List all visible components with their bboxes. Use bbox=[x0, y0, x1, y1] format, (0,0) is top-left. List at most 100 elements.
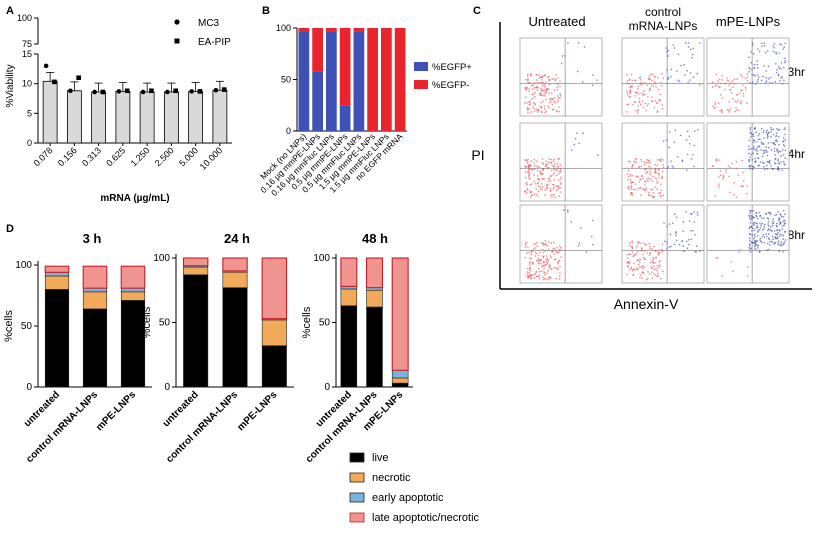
c-dot-red bbox=[551, 164, 553, 167]
c-dot-red bbox=[744, 86, 747, 89]
c-dot-red bbox=[548, 162, 550, 164]
c-dot-red bbox=[636, 259, 638, 262]
c-dot-blue bbox=[775, 63, 777, 65]
c-dot-red bbox=[524, 87, 526, 89]
c-dot-red bbox=[636, 175, 638, 177]
a-point-mc3 bbox=[165, 89, 170, 95]
c-dot-blue bbox=[682, 221, 685, 223]
a-point-ea-pip bbox=[197, 89, 203, 94]
c-dot-red bbox=[554, 102, 556, 104]
c-dot-red bbox=[551, 92, 553, 94]
c-dot-red bbox=[529, 167, 531, 169]
c-dot-blue bbox=[757, 157, 759, 159]
c-dot-blue bbox=[782, 160, 785, 163]
c-dot-red bbox=[741, 84, 744, 86]
c-dot-red bbox=[527, 81, 529, 83]
c-dot-blue bbox=[771, 224, 774, 227]
a-point-ea-pip bbox=[52, 79, 57, 85]
c-dot-blue bbox=[778, 163, 781, 165]
c-dot-blue bbox=[759, 138, 761, 140]
c-dot-blue bbox=[773, 42, 776, 45]
c-dot-red bbox=[552, 174, 554, 176]
c-dot-red bbox=[545, 278, 548, 280]
c-dot-red bbox=[646, 278, 649, 280]
c-dot-red bbox=[536, 111, 539, 113]
c-dot-red bbox=[634, 79, 637, 81]
c-dot-red bbox=[530, 84, 533, 87]
c-dot-red bbox=[652, 175, 654, 178]
c-dot-blue bbox=[676, 70, 678, 72]
c-dot-red bbox=[626, 273, 628, 276]
c-dot-blue bbox=[750, 153, 752, 156]
c-dot-red bbox=[628, 96, 631, 99]
c-dot-blue bbox=[777, 162, 780, 164]
c-dot-red bbox=[746, 185, 748, 187]
d-bar-segment-late-apoptotic-necrotic bbox=[82, 265, 108, 289]
c-dot-red bbox=[537, 182, 539, 185]
c-dot-red bbox=[641, 160, 643, 163]
c-dot-red bbox=[643, 82, 645, 85]
c-dot-red bbox=[536, 165, 538, 167]
c-dot-blue bbox=[759, 237, 762, 240]
c-dot-red bbox=[558, 158, 560, 160]
c-dot-red bbox=[524, 191, 527, 193]
c-dot-blue bbox=[762, 149, 765, 152]
c-dot-red bbox=[648, 177, 650, 179]
c-dot-red bbox=[741, 89, 743, 91]
c-dot-red bbox=[548, 276, 551, 279]
d-bar-segment-necrotic bbox=[222, 271, 248, 288]
c-dot-red bbox=[545, 255, 548, 257]
c-dot-red bbox=[658, 172, 660, 175]
c-dot-red bbox=[721, 111, 723, 114]
c-dot-red bbox=[729, 191, 731, 194]
c-dot-red bbox=[637, 176, 639, 178]
c-dot-red bbox=[657, 267, 660, 269]
c-dot-blue bbox=[781, 83, 784, 85]
c-dot-red bbox=[742, 95, 745, 97]
c-dot-blue bbox=[690, 213, 692, 215]
c-dot-blue bbox=[757, 67, 759, 69]
c-dot-red bbox=[649, 262, 652, 264]
c-dot-red bbox=[528, 177, 530, 179]
c-dot-red bbox=[560, 256, 562, 258]
c-dot-red bbox=[556, 86, 559, 88]
c-dot-blue bbox=[772, 50, 775, 53]
c-dot-red bbox=[543, 178, 545, 180]
c-dot-red bbox=[651, 260, 654, 263]
c-dot-red bbox=[655, 178, 658, 181]
c-dot-blue bbox=[767, 242, 769, 245]
a-y-tick-label: 15 bbox=[22, 49, 32, 59]
c-dot-red bbox=[658, 99, 660, 101]
c-dot-blue bbox=[688, 135, 690, 137]
c-dot-red bbox=[640, 194, 642, 197]
c-dot-red bbox=[546, 262, 549, 265]
c-dot-red bbox=[551, 250, 553, 252]
c-dot-blue bbox=[778, 250, 781, 252]
c-dot-red bbox=[658, 176, 660, 179]
d-bar-segment-late-apoptotic-necrotic bbox=[261, 257, 288, 320]
a-point-ea-pip bbox=[100, 89, 106, 95]
c-dot-red bbox=[721, 74, 723, 77]
c-dot-red bbox=[637, 104, 639, 107]
c-dot-red bbox=[535, 87, 538, 89]
a-legend-label-ea-pip: EA-PIP bbox=[198, 37, 231, 48]
c-dot-red bbox=[524, 165, 526, 168]
c-dot-red bbox=[714, 107, 717, 109]
c-dot-blue bbox=[780, 155, 782, 157]
c-dot-red bbox=[543, 83, 546, 86]
c-dot-blue bbox=[753, 139, 756, 142]
c-dot-red bbox=[553, 258, 556, 261]
c-dot-blue bbox=[750, 165, 752, 167]
c-dot-blue bbox=[775, 71, 778, 74]
c-dot-red bbox=[656, 275, 658, 277]
c-dot-red bbox=[554, 196, 556, 198]
c-dot-blue bbox=[782, 220, 785, 223]
c-dot-blue bbox=[765, 233, 767, 235]
c-dot-red bbox=[634, 269, 636, 271]
c-dot-red bbox=[630, 85, 633, 88]
c-dot-blue bbox=[754, 75, 756, 77]
c-dot-red bbox=[736, 78, 738, 80]
a-x-tick-label: 1.250 bbox=[129, 145, 152, 168]
c-dot-blue bbox=[778, 219, 780, 222]
c-dot-red bbox=[530, 253, 533, 256]
